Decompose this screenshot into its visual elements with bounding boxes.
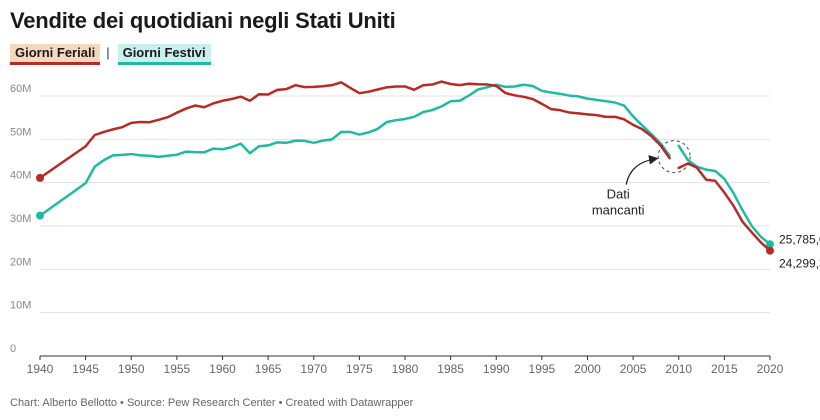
series-lines <box>36 80 774 255</box>
start-point <box>36 173 44 182</box>
end-point <box>766 246 774 255</box>
x-tick-label: 1985 <box>437 362 464 376</box>
start-point <box>36 211 44 220</box>
x-tick-label: 2000 <box>574 362 601 376</box>
x-tick-label: 1945 <box>72 362 99 376</box>
x-tick-label: 1955 <box>164 362 191 376</box>
x-tick-label: 1940 <box>27 362 54 376</box>
series-line-festivi <box>677 144 772 246</box>
x-tick-label: 1970 <box>300 362 327 376</box>
x-tick-label: 1980 <box>392 362 419 376</box>
series-line-feriali <box>38 80 671 180</box>
legend-item-festivi: Giorni Festivi <box>117 44 211 65</box>
grid-lines <box>40 95 770 357</box>
annotation-arrow <box>625 155 659 185</box>
x-tick-label: 2010 <box>665 362 692 376</box>
x-tick-label: 2015 <box>711 362 738 376</box>
y-tick-label: 50M <box>10 126 31 138</box>
x-tick-label: 1975 <box>346 362 373 376</box>
y-tick-label: 60M <box>10 83 31 95</box>
y-tick-label: 40M <box>10 170 31 182</box>
legend-separator: | <box>106 45 110 60</box>
line-chart: 0 10M 20M 30M 40M 50M 60M 1940 1945 1950 1955 1960… <box>10 80 820 376</box>
y-tick-label: 30M <box>10 213 31 225</box>
end-value-label-feriali: 24,299,333 <box>779 257 820 271</box>
x-tick-label: 2020 <box>757 362 784 376</box>
chart-title: Vendite dei quotidiani negli Stati Uniti <box>10 8 396 33</box>
x-tick-label: 1990 <box>483 362 510 376</box>
y-tick-label: 20M <box>10 256 31 268</box>
end-labels: 25,785,036 24,299,333 <box>779 232 820 270</box>
annotation-text: Dati <box>607 187 630 202</box>
x-tick-label: 2005 <box>620 362 647 376</box>
series-line-festivi <box>38 83 671 217</box>
y-tick-label: 0 <box>10 343 16 355</box>
y-tick-label: 10M <box>10 300 31 312</box>
legend-item-feriali: Giorni Feriali <box>10 44 101 65</box>
x-tick-label: 1960 <box>209 362 236 376</box>
chart-credits: Chart: Alberto Bellotto • Source: Pew Re… <box>10 397 414 409</box>
annotation-text: mancanti <box>592 203 645 218</box>
x-tick-label: 1995 <box>529 362 556 376</box>
end-point <box>766 240 774 249</box>
series-line-feriali <box>677 162 772 252</box>
legend: Giorni Feriali | Giorni Festivi <box>10 44 211 66</box>
end-value-label-festivi: 25,785,036 <box>779 232 820 246</box>
x-tick-label: 1950 <box>118 362 145 376</box>
x-tick-label: 1965 <box>255 362 282 376</box>
y-axis: 0 10M 20M 30M 40M 50M 60M <box>10 83 31 355</box>
x-axis: 1940 1945 1950 1955 1960 1965 1970 1975 1980 1985… <box>27 356 784 376</box>
